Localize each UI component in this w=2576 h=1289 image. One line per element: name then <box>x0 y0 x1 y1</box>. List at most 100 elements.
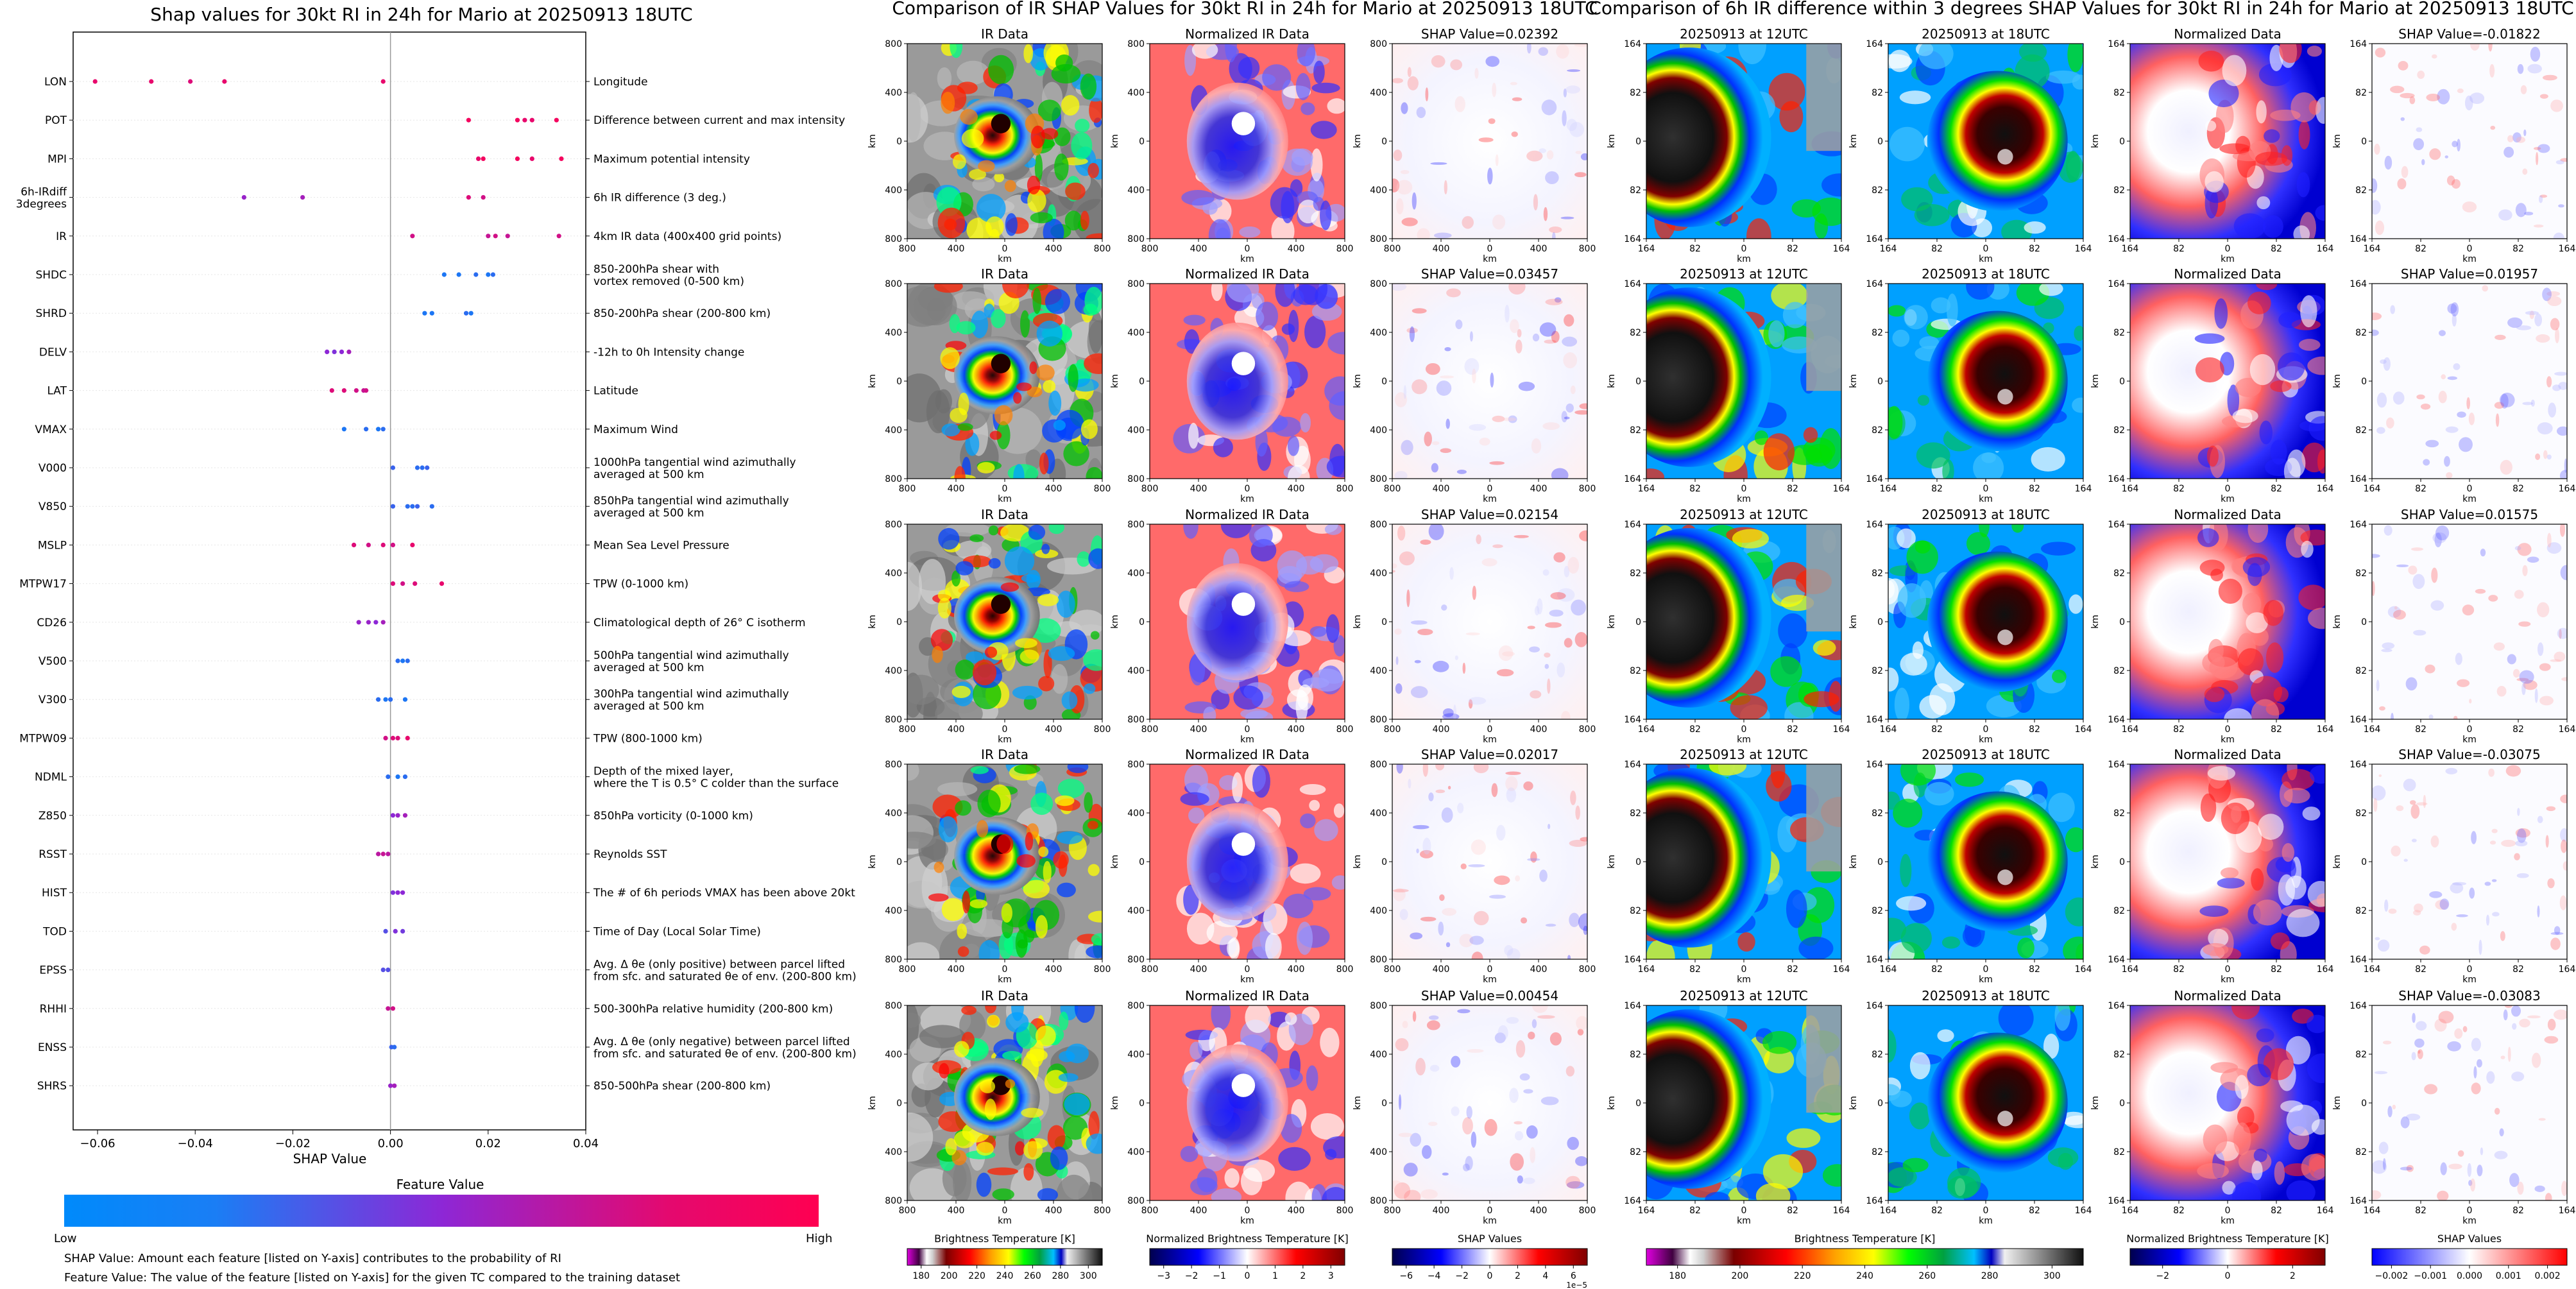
image-texture <box>2507 135 2514 142</box>
image-texture <box>939 1063 950 1079</box>
x-tick-label: 82 <box>2271 724 2282 735</box>
image-texture <box>1502 651 1515 657</box>
image-texture <box>1420 916 1437 922</box>
image-texture <box>1468 697 1487 705</box>
y-tick-label: 82 <box>2113 185 2125 196</box>
image-texture <box>2488 768 2495 777</box>
y-tick-label: 800 <box>1370 520 1387 530</box>
x-tick-label: 164 <box>2559 244 2576 254</box>
image-texture <box>2484 882 2491 886</box>
y-tick-label: 82 <box>1630 1050 1641 1060</box>
image-texture <box>1213 437 1233 457</box>
ir-panel-title: IR Data <box>981 266 1028 282</box>
image-texture <box>1416 107 1426 119</box>
diff-panel-title: 20250913 at 18UTC <box>1922 26 2050 42</box>
image-texture <box>2411 547 2423 551</box>
image-texture <box>1408 778 1412 789</box>
image-texture <box>1020 310 1030 338</box>
image-texture <box>2550 318 2560 330</box>
image-texture <box>1048 646 1075 662</box>
image-texture <box>2494 1107 2500 1115</box>
image-texture <box>2516 678 2529 681</box>
image-texture <box>991 309 1006 329</box>
image-texture <box>1295 73 1311 101</box>
image-texture <box>2546 454 2552 460</box>
feature-description-label: Latitude <box>593 385 638 398</box>
image-texture <box>1575 1156 1587 1166</box>
image-texture <box>1472 368 1476 384</box>
x-tick-label: 400 <box>1045 964 1062 975</box>
feature-description-label: TPW (800-1000 km) <box>593 732 703 745</box>
image-texture <box>1564 565 1570 577</box>
image-texture <box>957 423 973 431</box>
image-texture <box>1553 552 1565 563</box>
image-texture <box>2031 447 2065 472</box>
image-texture <box>2204 687 2225 703</box>
x-tick-label: 82 <box>2271 1206 2282 1216</box>
feature-description-label: Mean Sea Level Pressure <box>593 539 729 552</box>
image-texture <box>2235 1075 2249 1099</box>
image-texture <box>1088 162 1099 178</box>
image-texture <box>941 898 965 921</box>
shap-point <box>390 1006 396 1011</box>
image-texture <box>2409 96 2416 105</box>
y-tick-label: 82 <box>2355 1147 2367 1157</box>
x-tick-label: 164 <box>2317 484 2334 494</box>
image-texture <box>1542 422 1560 431</box>
image-texture <box>1245 1005 1271 1033</box>
y-tick-label: 400 <box>1127 666 1145 676</box>
image-texture <box>1394 1182 1411 1199</box>
feature-code-label: SHRS <box>37 1080 67 1093</box>
feature-value-low-label: Low <box>54 1232 76 1245</box>
image-texture <box>2534 1185 2545 1192</box>
image-texture <box>2480 549 2486 557</box>
image-texture <box>1541 99 1557 115</box>
y-tick-label: 400 <box>1127 1050 1145 1060</box>
image-texture <box>1014 764 1041 774</box>
image-texture <box>1457 1009 1471 1014</box>
image-texture <box>1888 580 1895 599</box>
image-texture <box>2462 1026 2468 1032</box>
image-texture <box>1569 839 1587 847</box>
x-tick-label: 164 <box>2075 244 2092 254</box>
image-texture <box>2206 445 2219 467</box>
image-texture <box>2394 606 2398 610</box>
image-texture <box>1410 686 1428 699</box>
image-texture <box>1056 590 1075 618</box>
y-tick-label: 82 <box>1630 1147 1641 1157</box>
y-axis-unit: km <box>2090 615 2101 629</box>
image-texture <box>1471 952 1483 959</box>
image-texture <box>2198 50 2224 72</box>
x-axis-unit: km <box>998 735 1012 745</box>
image-texture <box>984 1098 996 1120</box>
image-texture <box>1533 194 1539 210</box>
y-tick-label: 82 <box>2113 328 2125 338</box>
image-texture <box>2561 839 2567 853</box>
image-texture <box>1893 798 1923 828</box>
y-tick-label: 82 <box>2113 1050 2125 1060</box>
x-tick-label: 82 <box>2173 484 2185 494</box>
image-texture <box>1466 1105 1472 1119</box>
image-texture <box>1570 790 1576 805</box>
image-texture <box>1284 1012 1297 1025</box>
x-tick-label: 0 <box>2467 1206 2473 1216</box>
image-texture <box>2425 440 2439 448</box>
y-tick-label: 164 <box>1866 1196 1883 1206</box>
image-texture <box>1326 614 1340 644</box>
shap-point <box>515 117 520 123</box>
colorbar-tick-label: −6 <box>1399 1271 1413 1281</box>
image-texture <box>907 92 921 142</box>
image-texture <box>1047 1125 1066 1150</box>
x-tick-label: 0 <box>2225 484 2231 494</box>
x-axis-unit: km <box>1979 254 1993 264</box>
image-texture <box>2469 699 2472 704</box>
shap-point <box>390 813 396 818</box>
image-texture <box>2546 806 2556 812</box>
image-texture <box>1497 1025 1508 1041</box>
image-texture <box>2273 687 2289 703</box>
image-texture <box>2434 533 2442 548</box>
image-texture <box>2068 594 2083 614</box>
image-texture <box>1414 660 1421 663</box>
image-texture <box>1089 98 1102 123</box>
image-texture <box>2387 606 2401 618</box>
